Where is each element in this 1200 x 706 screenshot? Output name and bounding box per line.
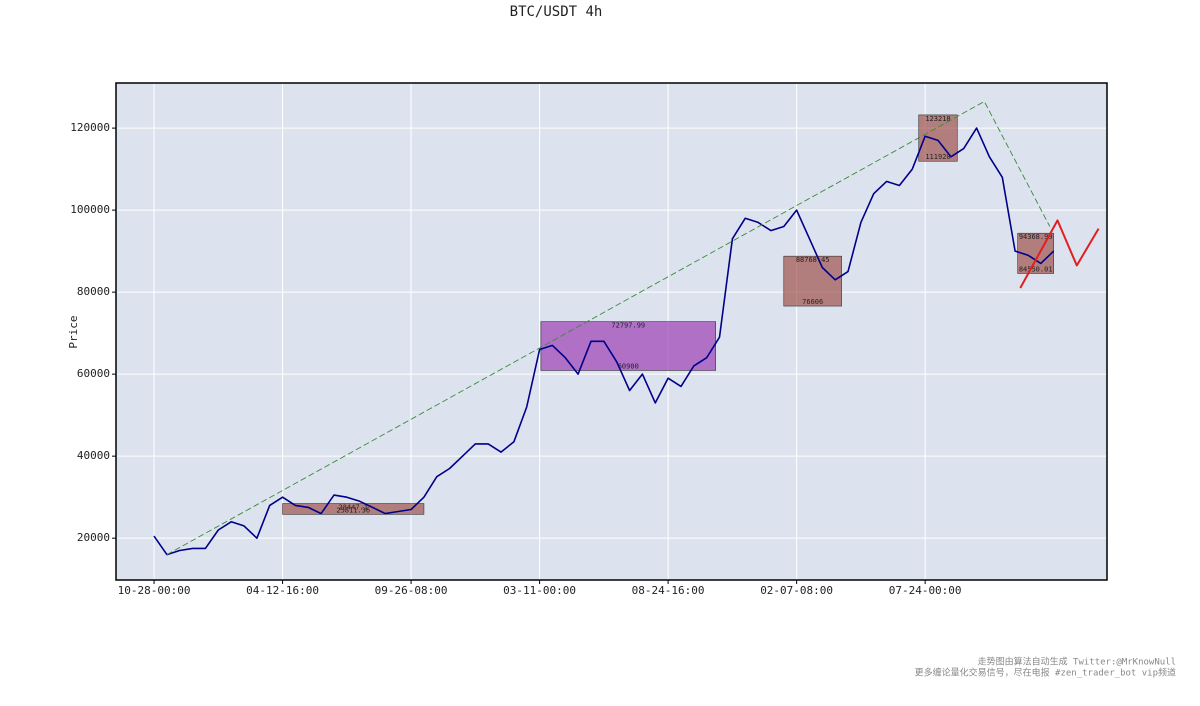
zone-low-label: 84550.01 [1019,265,1053,273]
price-line [1019,219,1100,289]
x-tick-label: 09-26-08:00 [375,584,448,597]
zone-high-label: 88768.45 [796,256,830,264]
zone-high-label: 28447.1 [338,504,368,512]
chart-title: BTC/USDT 4h [510,4,603,20]
x-tick-label: 10-28-00:00 [118,584,191,597]
x-tick-label: 08-24-16:00 [632,584,705,597]
zone-low-label: 60900 [618,362,639,370]
y-tick-label: 100000 [70,203,110,216]
zone [282,503,425,515]
zone-high-label: 123218 [925,115,950,123]
zone-low-label: 25811.36 [336,506,370,514]
x-tick-label: 03-11-00:00 [503,584,576,597]
zone-high-label: 94368.99 [1019,233,1053,241]
zone [540,321,716,371]
y-tick-label: 40000 [77,449,110,462]
footer-line: 走势图由算法自动生成 Twitter:@MrKnowNull [978,656,1176,668]
footer-line: 更多缠论量化交易信号，尽在电报 #zen_trader_bot vip频道 [915,667,1176,679]
plot-frame [115,82,1108,581]
price-line [153,127,1055,556]
x-tick-label: 04-12-16:00 [246,584,319,597]
y-axis-label: Price [67,315,80,348]
zone-low-label: 111920 [925,153,950,161]
x-tick-label: 07-24-00:00 [889,584,962,597]
y-tick-label: 60000 [77,367,110,380]
y-tick-label: 20000 [77,531,110,544]
zone [783,255,842,307]
zone-high-label: 72797.99 [611,322,645,330]
y-tick-label: 80000 [77,285,110,298]
price-line [166,101,1051,555]
x-tick-label: 02-07-08:00 [760,584,833,597]
y-tick-label: 120000 [70,121,110,134]
zone-low-label: 76606 [802,298,823,306]
